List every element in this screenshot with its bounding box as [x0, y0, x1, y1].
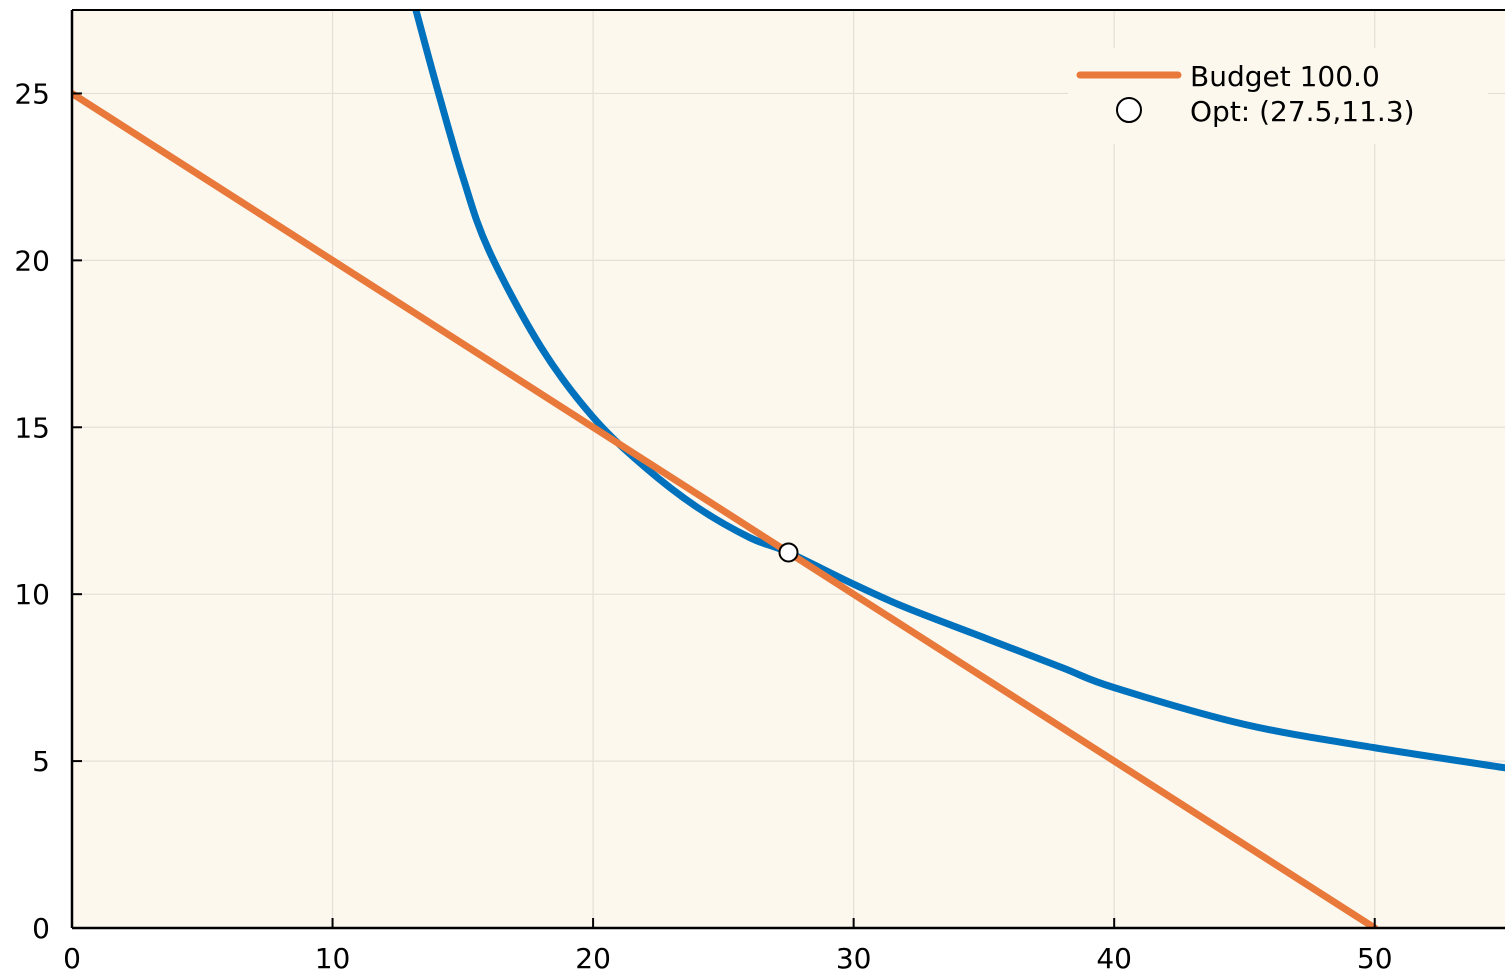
x-tick-label: 20: [575, 942, 611, 971]
x-tick-label: 10: [315, 942, 351, 971]
legend-opt-label: Opt: (27.5,11.3): [1190, 95, 1415, 128]
plot-background: [72, 10, 1505, 928]
budget-line: [72, 89, 1379, 928]
legend-opt-marker: [1116, 97, 1142, 123]
axes: [70, 9, 1505, 930]
y-tick-label: 10: [14, 578, 50, 611]
x-tick-label: 40: [1096, 942, 1132, 971]
x-tick-label: 50: [1357, 942, 1393, 971]
legend-box: [1068, 48, 1488, 144]
y-tick-label: 25: [14, 77, 50, 110]
y-tick-label: 5: [32, 745, 50, 778]
y-tick-label: 20: [14, 244, 50, 277]
x-tick-label: 30: [836, 942, 872, 971]
legend-budget-label: Budget 100.0: [1190, 60, 1380, 93]
y-tick-label: 0: [32, 912, 50, 945]
x-tick-label: 0: [63, 942, 81, 971]
legend: Budget 100.0 Opt: (27.5,11.3): [1068, 48, 1488, 144]
ticks: 0 10 20 30 40 50 0 5 10 15 20 25: [14, 77, 1392, 971]
optimum-point: [778, 542, 799, 563]
y-tick-label: 15: [14, 411, 50, 444]
